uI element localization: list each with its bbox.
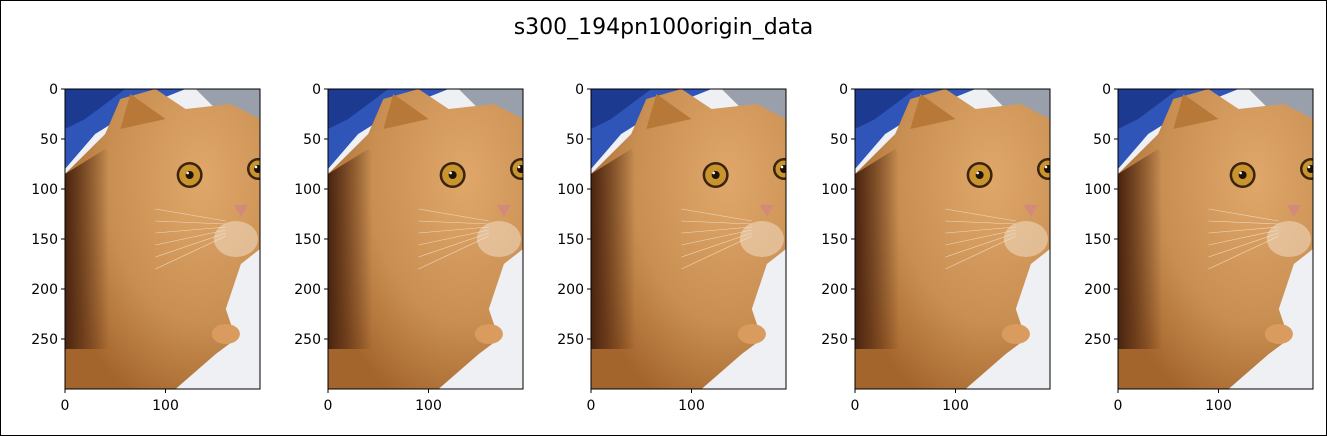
cat-image <box>1118 89 1313 389</box>
y-tick-label: 100 <box>821 182 848 198</box>
y-tick-label: 0 <box>839 82 848 98</box>
x-tick-label: 0 <box>587 398 596 414</box>
y-tick-label: 150 <box>31 232 58 248</box>
y-tick-label: 50 <box>566 132 584 148</box>
y-tick-label: 100 <box>294 182 321 198</box>
image-panel-1: 0 50 100 150 200 250 0 100 <box>1 1 263 435</box>
x-tick-label: 100 <box>678 398 705 414</box>
cat-image <box>855 89 1050 389</box>
y-tick-label: 0 <box>49 82 58 98</box>
x-tick-label: 100 <box>152 398 179 414</box>
cat-image <box>65 89 260 389</box>
x-tick-label: 100 <box>942 398 969 414</box>
panel-svg: 0 50 100 150 200 250 0 100 <box>821 82 1051 414</box>
x-tick-label: 100 <box>415 398 442 414</box>
y-tick-label: 100 <box>557 182 584 198</box>
y-tick-label: 250 <box>294 332 321 348</box>
cat-image <box>591 89 786 389</box>
x-tick-label: 0 <box>851 398 860 414</box>
y-tick-label: 250 <box>821 332 848 348</box>
panel-svg: 0 50 100 150 200 250 0 100 <box>31 82 261 414</box>
y-tick-label: 250 <box>557 332 584 348</box>
panel-svg: 0 50 100 150 200 250 0 100 <box>294 82 524 414</box>
y-tick-label: 200 <box>557 282 584 298</box>
y-tick-label: 50 <box>830 132 848 148</box>
y-tick-label: 150 <box>1084 232 1111 248</box>
image-panel-4: 0 50 100 150 200 250 0 100 <box>791 1 1053 435</box>
panel-svg: 0 50 100 150 200 250 0 100 <box>557 82 787 414</box>
y-tick-label: 100 <box>31 182 58 198</box>
y-tick-label: 200 <box>821 282 848 298</box>
x-tick-label: 0 <box>1114 398 1123 414</box>
y-tick-label: 250 <box>1084 332 1111 348</box>
y-tick-label: 0 <box>312 82 321 98</box>
image-panel-3: 0 50 100 150 200 250 0 100 <box>527 1 789 435</box>
x-tick-label: 0 <box>61 398 70 414</box>
y-tick-label: 0 <box>575 82 584 98</box>
image-panel-2: 0 50 100 150 200 250 0 100 <box>264 1 526 435</box>
y-tick-label: 250 <box>31 332 58 348</box>
x-tick-label: 100 <box>1205 398 1232 414</box>
y-tick-label: 100 <box>1084 182 1111 198</box>
figure-title: s300_194pn100origin_data <box>513 15 814 40</box>
y-tick-label: 150 <box>294 232 321 248</box>
y-tick-label: 50 <box>40 132 58 148</box>
cat-image <box>328 89 523 389</box>
y-tick-label: 50 <box>303 132 321 148</box>
y-tick-label: 150 <box>557 232 584 248</box>
y-tick-label: 200 <box>31 282 58 298</box>
panel-svg: 0 50 100 150 200 250 0 100 <box>1084 82 1314 414</box>
x-tick-label: 0 <box>324 398 333 414</box>
y-tick-label: 200 <box>294 282 321 298</box>
y-tick-label: 50 <box>1093 132 1111 148</box>
image-panel-5: 0 50 100 150 200 250 0 100 <box>1054 1 1316 435</box>
y-tick-label: 0 <box>1102 82 1111 98</box>
y-tick-label: 150 <box>821 232 848 248</box>
y-tick-label: 200 <box>1084 282 1111 298</box>
